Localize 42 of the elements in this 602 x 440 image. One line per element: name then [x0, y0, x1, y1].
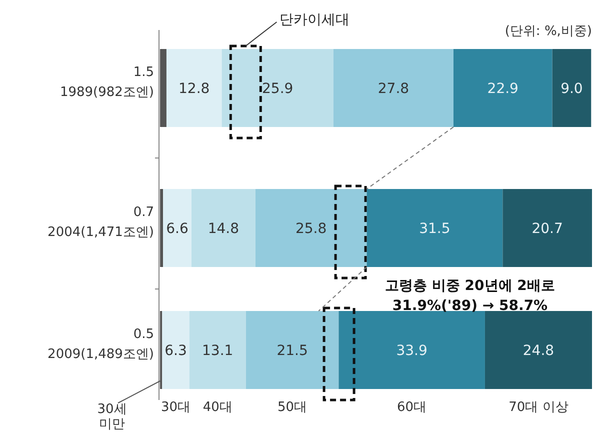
bar	[552, 49, 592, 127]
bar	[453, 49, 552, 127]
bar	[166, 49, 222, 127]
bar	[160, 49, 166, 127]
bar	[246, 311, 339, 389]
y-tick-label: 1989(982조엔)	[60, 85, 154, 100]
data-label: 31.5	[419, 221, 450, 237]
annotation: 고령층 비중 20년에 2배로	[385, 278, 555, 294]
data-label: 0.5	[133, 327, 154, 342]
data-label: 9.0	[560, 81, 583, 97]
bar	[484, 311, 592, 389]
bar	[338, 311, 485, 389]
y-tick-label: 2004(1,471조엔)	[48, 225, 154, 240]
data-label: 13.1	[202, 343, 234, 359]
text: 단카이세대	[280, 12, 350, 28]
data-label: 27.8	[378, 81, 410, 97]
data-label: 21.5	[276, 343, 308, 359]
data-label: 6.6	[166, 221, 188, 237]
y-tick-label: 2009(1,489조엔)	[48, 347, 154, 362]
data-label: 25.8	[295, 221, 327, 237]
series-label: 50대	[278, 400, 308, 415]
data-label: 1.5	[133, 65, 154, 80]
series-label: 40대	[202, 400, 232, 415]
bar	[333, 49, 454, 127]
data-label: 6.3	[164, 343, 187, 359]
data-label: 20.7	[532, 221, 563, 237]
legend-label: 30세 미만	[97, 402, 127, 432]
data-label: 0.7	[133, 205, 154, 220]
data-label: 33.9	[396, 343, 428, 359]
annotation: (단위: %,비중)	[504, 24, 592, 39]
series-label: 30대	[160, 400, 191, 415]
data-label: 12.8	[178, 81, 210, 97]
bar	[162, 311, 190, 389]
data-label: 14.8	[208, 221, 240, 237]
data-label: 24.8	[522, 343, 554, 359]
annotation: 31.9%('89) → 58.7%	[392, 298, 548, 314]
data-label: 22.9	[487, 81, 518, 97]
data-label: 25.9	[262, 81, 294, 97]
bar	[189, 311, 246, 389]
series-label: 60대	[397, 400, 427, 415]
bar	[222, 49, 334, 127]
series-label: 70대 이상	[508, 400, 568, 415]
